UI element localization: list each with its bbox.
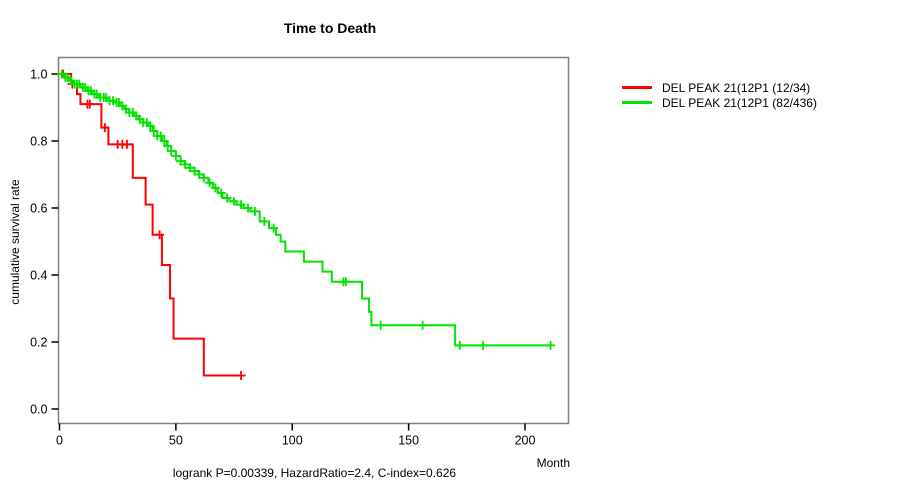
y-tick-label: 0.2	[30, 336, 47, 350]
legend-label-green: DEL PEAK 21(12P1 (82/436)	[662, 95, 817, 110]
censor-marks-green	[57, 69, 556, 350]
x-tick-label: 100	[282, 434, 303, 448]
x-tick-label: 200	[515, 434, 536, 448]
legend-label-red: DEL PEAK 21(12P1 (12/34)	[662, 80, 811, 95]
y-tick-label: 0.4	[30, 269, 47, 283]
legend-item-red: DEL PEAK 21(12P1 (12/34)	[622, 80, 817, 95]
x-tick-label: 150	[398, 434, 419, 448]
survival-curve-red	[59, 73, 242, 377]
y-axis: 0.0 0.2 0.4 0.6 0.8 1.0	[30, 68, 59, 417]
x-axis-title: Month	[536, 456, 570, 470]
y-tick-label: 0.6	[30, 202, 47, 216]
legend: DEL PEAK 21(12P1 (12/34) DEL PEAK 21(12P…	[622, 80, 817, 110]
series-red	[58, 69, 246, 380]
stats-annotation: logrank P=0.00339, HazardRatio=2.4, C-in…	[172, 466, 457, 480]
series-green	[57, 69, 556, 350]
red-line-swatch	[622, 86, 652, 89]
x-tick-label: 0	[56, 434, 63, 448]
y-tick-label: 0.8	[30, 135, 47, 149]
x-axis: 0 50 100 150 200	[56, 423, 536, 448]
x-tick-label: 50	[169, 434, 183, 448]
y-tick-label: 1.0	[30, 68, 47, 82]
plot-box	[57, 56, 570, 425]
chart-title: Time to Death	[283, 20, 377, 36]
green-line-swatch	[622, 101, 652, 104]
legend-item-green: DEL PEAK 21(12P1 (82/436)	[622, 95, 817, 110]
y-tick-label: 0.0	[30, 403, 47, 417]
